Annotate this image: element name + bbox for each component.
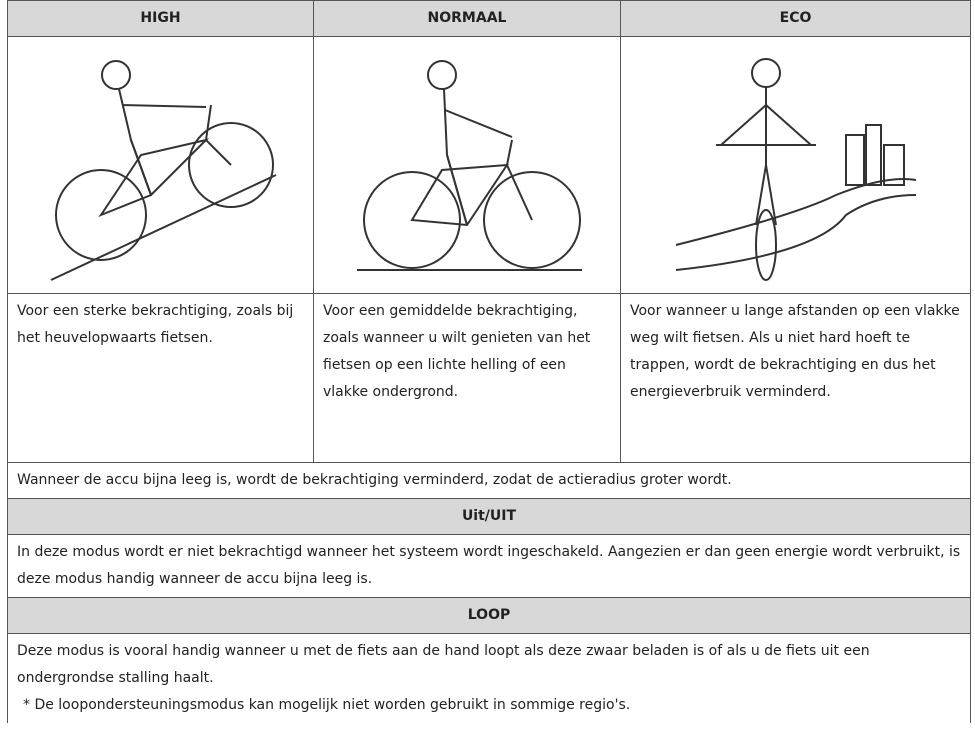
- section-title: LOOP: [7, 597, 971, 634]
- illustration-normaal: [357, 60, 582, 271]
- header-cell: ECO: [620, 0, 971, 37]
- description: Voor wanneer u lange afstanden op een vl…: [620, 293, 971, 463]
- header-cell: HIGH: [7, 0, 314, 37]
- image-cell: [620, 36, 971, 294]
- mode-table: HIGH NORMAAL ECO: [7, 0, 971, 723]
- description: Voor een sterke bekrachtiging, zoals bij…: [7, 293, 314, 463]
- section-text: In deze modus wordt er niet bekrachtigd …: [7, 534, 971, 598]
- section-title: Uit/UIT: [7, 498, 971, 535]
- image-cell: [7, 36, 314, 294]
- description: Voor een gemiddelde bekrachtiging, zoals…: [313, 293, 621, 463]
- footnote: * De loopondersteuningsmodus kan mogelij…: [23, 697, 631, 713]
- battery-note: Wanneer de accu bijna leeg is, wordt de …: [7, 462, 971, 499]
- illustration-high: [50, 60, 276, 281]
- header-cell: NORMAAL: [313, 0, 621, 37]
- illustration-eco: [675, 58, 916, 281]
- section-text: Deze modus is vooral handig wanneer u me…: [17, 643, 870, 686]
- image-cell: [313, 36, 621, 294]
- section-text-cell: Deze modus is vooral handig wanneer u me…: [7, 633, 971, 723]
